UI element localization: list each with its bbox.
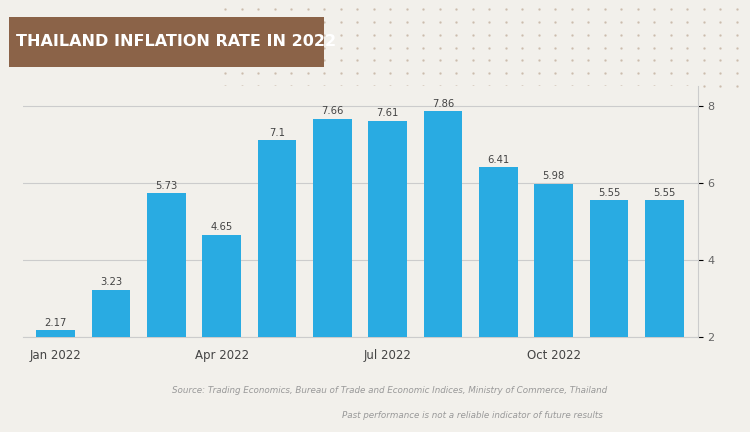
Text: 7.66: 7.66 — [321, 106, 344, 117]
FancyBboxPatch shape — [9, 17, 324, 67]
Text: 4.65: 4.65 — [211, 222, 232, 232]
Text: 2.17: 2.17 — [44, 318, 67, 328]
Text: 5.55: 5.55 — [598, 188, 620, 198]
Text: 5.98: 5.98 — [542, 171, 565, 181]
Text: 5.73: 5.73 — [155, 181, 178, 191]
Bar — [645, 200, 684, 337]
Text: 7.61: 7.61 — [376, 108, 399, 118]
Bar — [147, 193, 186, 337]
Text: 7.1: 7.1 — [269, 128, 285, 138]
Bar — [590, 200, 628, 337]
Bar — [258, 140, 296, 337]
Bar — [202, 235, 241, 337]
Bar — [36, 330, 75, 337]
Text: 7.86: 7.86 — [432, 99, 454, 109]
Bar — [368, 121, 407, 337]
Bar — [534, 184, 573, 337]
Text: THAILAND INFLATION RATE IN 2022: THAILAND INFLATION RATE IN 2022 — [16, 35, 337, 49]
Bar — [313, 119, 352, 337]
Bar — [92, 289, 130, 337]
Text: 3.23: 3.23 — [100, 277, 122, 287]
Text: Past performance is not a reliable indicator of future results: Past performance is not a reliable indic… — [342, 411, 603, 420]
Text: 5.55: 5.55 — [653, 188, 676, 198]
Bar — [479, 167, 518, 337]
Text: Source: Trading Economics, Bureau of Trade and Economic Indices, Ministry of Com: Source: Trading Economics, Bureau of Tra… — [172, 387, 608, 395]
Text: 6.41: 6.41 — [488, 155, 509, 165]
Bar — [424, 111, 462, 337]
